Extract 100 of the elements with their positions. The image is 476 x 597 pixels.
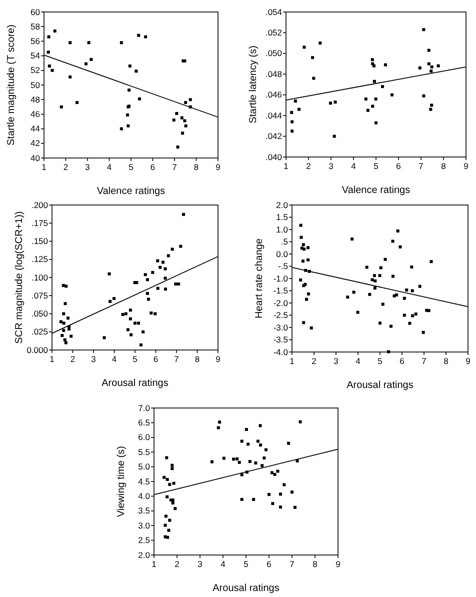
point xyxy=(236,457,239,460)
y-tick-label: .075 xyxy=(31,290,48,300)
x-tick-label: 2 xyxy=(174,559,180,569)
x-tick-label: 8 xyxy=(194,354,200,364)
point xyxy=(290,130,294,133)
point xyxy=(299,278,302,282)
point xyxy=(210,460,214,464)
y-tick-label: 54 xyxy=(30,50,40,61)
point xyxy=(175,112,178,115)
x-tick-label: 1 xyxy=(50,354,55,364)
point xyxy=(64,341,68,344)
point xyxy=(276,470,280,473)
point xyxy=(414,312,418,316)
point xyxy=(318,42,322,45)
point xyxy=(168,482,172,486)
point xyxy=(430,65,434,68)
x-tick-label: 9 xyxy=(336,559,341,569)
point xyxy=(121,312,124,316)
point xyxy=(282,483,286,486)
point xyxy=(66,316,70,320)
point xyxy=(138,97,141,100)
x-tick-label: 8 xyxy=(441,161,446,171)
point xyxy=(184,101,188,104)
point xyxy=(290,110,294,114)
point xyxy=(302,321,306,324)
y-tick-label: .125 xyxy=(31,254,48,264)
point xyxy=(384,258,387,261)
point xyxy=(379,266,382,270)
x-tick-label: 4 xyxy=(351,161,356,171)
point xyxy=(410,265,414,268)
point xyxy=(299,224,302,227)
point xyxy=(60,334,64,337)
x-axis-title: Arousal ratings xyxy=(102,378,168,389)
y-axis-title: Viewing time (s) xyxy=(116,446,127,517)
point xyxy=(279,492,282,496)
point xyxy=(302,248,306,251)
point xyxy=(156,259,160,262)
point xyxy=(183,119,186,122)
point xyxy=(287,442,290,445)
y-tick-label: 1.0 xyxy=(276,224,288,234)
point xyxy=(290,490,294,494)
point xyxy=(172,118,176,122)
y-tick-label: .5 xyxy=(280,236,288,247)
point xyxy=(124,312,128,316)
point xyxy=(356,310,360,314)
y-tick-label: 0.000 xyxy=(26,344,48,355)
point xyxy=(390,324,392,328)
x-tick-label: 5 xyxy=(378,356,383,366)
y-tick-label: 48 xyxy=(30,94,40,104)
y-tick-label: -.5 xyxy=(278,261,288,272)
y-tick-label: -2.0 xyxy=(273,298,288,308)
point xyxy=(427,62,430,66)
point xyxy=(256,440,260,443)
point xyxy=(410,289,414,292)
x-tick-label: 7 xyxy=(172,162,178,172)
point xyxy=(378,322,382,325)
y-tick-label: 4.5 xyxy=(138,476,150,486)
y-tick-label: .200 xyxy=(31,200,48,210)
point xyxy=(180,116,184,120)
x-tick-label: 9 xyxy=(466,356,471,366)
point xyxy=(387,350,390,354)
y-tick-label: .050 xyxy=(31,308,48,319)
point xyxy=(302,260,304,263)
y-tick-label: .100 xyxy=(31,272,48,282)
point xyxy=(246,442,250,446)
x-tick-label: 1 xyxy=(290,356,295,366)
point xyxy=(306,258,310,262)
point xyxy=(329,102,332,105)
point xyxy=(384,63,387,66)
point xyxy=(59,320,62,324)
point xyxy=(112,297,116,300)
point xyxy=(306,246,310,250)
y-tick-label: 3.0 xyxy=(138,520,150,530)
x-tick-label: 4 xyxy=(356,356,361,366)
y-tick-label: 44 xyxy=(30,124,40,134)
point xyxy=(84,62,88,66)
point xyxy=(87,41,90,44)
point xyxy=(422,94,426,98)
x-tick-label: 7 xyxy=(422,356,427,366)
y-axis-title: Startle magnitude (T score) xyxy=(6,24,17,146)
point xyxy=(311,56,314,60)
point xyxy=(290,120,294,124)
x-tick-label: 5 xyxy=(374,161,379,171)
point xyxy=(144,35,148,38)
point xyxy=(372,80,376,83)
point xyxy=(179,244,182,248)
point xyxy=(260,464,264,468)
point xyxy=(238,460,241,464)
point xyxy=(216,426,220,430)
y-tick-label: 5.0 xyxy=(138,462,150,472)
point xyxy=(47,35,50,38)
point xyxy=(378,274,382,278)
y-tick-label: .048 xyxy=(265,68,282,79)
point xyxy=(279,506,282,509)
point xyxy=(240,498,244,501)
point xyxy=(64,284,68,288)
point xyxy=(76,101,79,104)
y-tick-label: 0.0 xyxy=(276,248,288,259)
y-tick-label: 2.5 xyxy=(138,535,150,546)
point xyxy=(430,260,433,264)
